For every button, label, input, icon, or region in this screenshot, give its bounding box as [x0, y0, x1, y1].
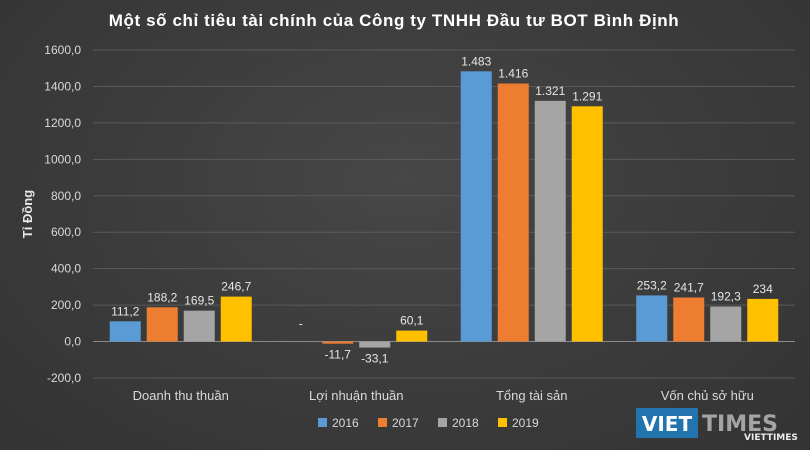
bar: [460, 71, 492, 342]
data-label: -: [299, 317, 303, 331]
watermark-brand-left: VIET: [642, 412, 693, 436]
data-label: 1.416: [498, 67, 528, 81]
data-label: -11,7: [325, 348, 352, 362]
x-category-label: Lợi nhuận thuần: [309, 388, 404, 403]
data-labels: 111,2 188,2 169,5 246,7 - -11,7 -33,1 60,1 1.483…: [111, 54, 773, 365]
bar: [322, 341, 354, 344]
y-axis-ticks: -200,0 0,0 200,0 400,0 600,0 800,0 1000,0 1200,…: [44, 43, 81, 385]
legend-swatch: [318, 418, 327, 427]
legend-label: 2017: [392, 416, 419, 430]
viettimes-watermark: VIET TIMES VIETTIMES: [636, 408, 798, 442]
y-tick-label: 0,0: [64, 335, 81, 349]
data-label: 1.291: [572, 89, 602, 103]
y-tick-label: 1600,0: [44, 43, 81, 57]
watermark-badge: [636, 408, 698, 438]
watermark-brand-right: TIMES: [702, 412, 778, 437]
bar: [571, 106, 603, 342]
data-label: 60,1: [400, 314, 424, 328]
legend-label: 2019: [512, 416, 539, 430]
x-axis-categories: Doanh thu thuần Lợi nhuận thuần Tổng tài s…: [133, 388, 754, 403]
data-label: 1.483: [461, 54, 491, 68]
y-axis-label: Tỉ Đồng: [20, 190, 35, 238]
legend-swatch: [498, 418, 507, 427]
watermark-brand-small: VIETTIMES: [744, 433, 798, 442]
bar: [747, 298, 779, 342]
data-label: 241,7: [674, 281, 704, 295]
y-tick-label: 800,0: [51, 189, 81, 203]
data-label: 253,2: [637, 278, 667, 292]
y-tick-label: -200,0: [47, 371, 81, 385]
legend: 2016 2017 2018 2019: [318, 416, 539, 430]
data-label: 234: [753, 282, 773, 296]
bars: [109, 71, 779, 348]
x-category-label: Doanh thu thuần: [133, 388, 229, 403]
bar: [220, 296, 252, 342]
legend-swatch: [378, 418, 387, 427]
x-category-label: Tổng tài sản: [496, 388, 568, 403]
chart-title: Một số chỉ tiêu tài chính của Công ty TN…: [109, 11, 680, 30]
legend-label: 2016: [332, 416, 359, 430]
bar: [534, 100, 566, 342]
data-label: 192,3: [711, 290, 741, 304]
data-label: 111,2: [111, 304, 140, 318]
y-tick-label: 1400,0: [44, 79, 81, 93]
data-label: 169,5: [184, 294, 214, 308]
y-tick-label: 400,0: [51, 262, 81, 276]
y-tick-label: 600,0: [51, 225, 81, 239]
data-label: 246,7: [221, 280, 251, 294]
bar: [109, 321, 141, 342]
bar: [673, 297, 705, 342]
bar: [636, 295, 668, 342]
data-label: 188,2: [147, 290, 177, 304]
data-label: -33,1: [361, 352, 389, 366]
bar: [396, 330, 428, 342]
data-label: 1.321: [535, 84, 565, 98]
legend-swatch: [438, 418, 447, 427]
x-category-label: Vốn chủ sở hữu: [661, 388, 754, 403]
bar: [497, 83, 529, 342]
bar: [359, 341, 391, 348]
y-tick-label: 1000,0: [44, 152, 81, 166]
legend-label: 2018: [452, 416, 479, 430]
bar: [710, 306, 742, 342]
y-tick-label: 200,0: [51, 298, 81, 312]
bar: [146, 307, 178, 342]
bar: [183, 310, 215, 342]
y-tick-label: 1200,0: [44, 116, 81, 130]
